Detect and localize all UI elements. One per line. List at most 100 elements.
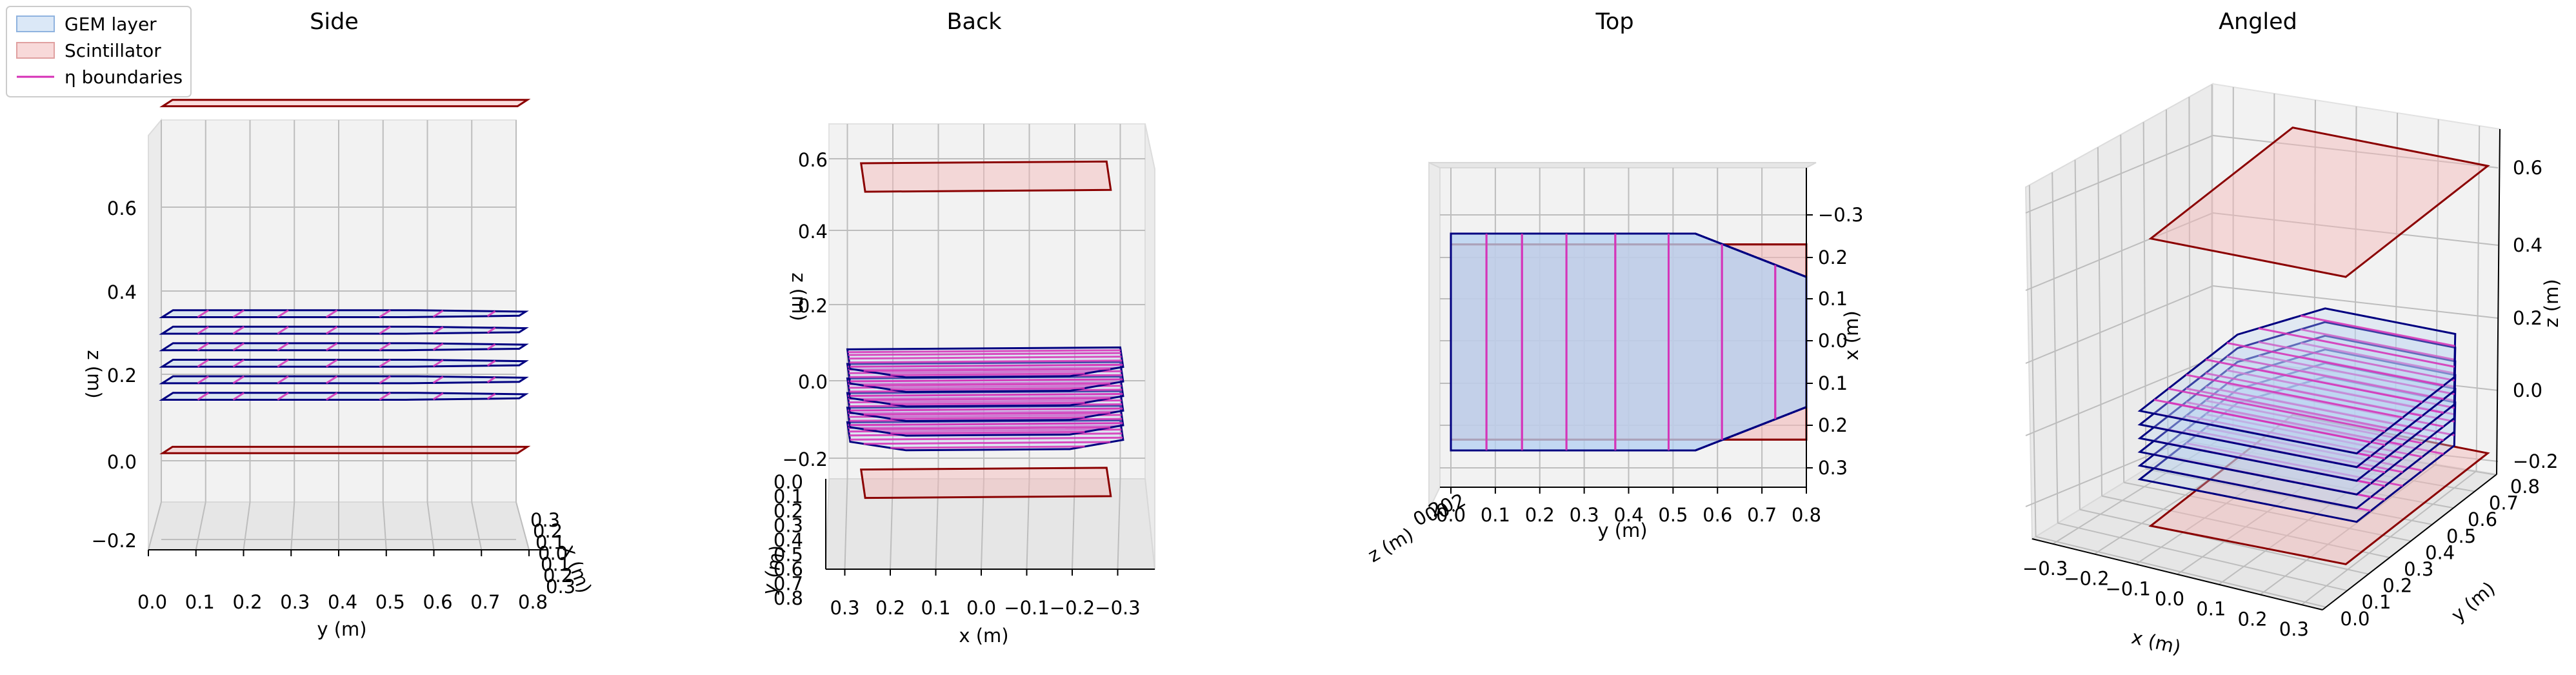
eta-boundary: [2226, 383, 2444, 428]
panel-back: Back 0.3 0.2 0.1 0.0 −0.1 −0.2 −0.3−0.20.00.20…: [758, 9, 1156, 647]
tick-label-angled-y: 0.2: [2382, 575, 2412, 597]
ticks-angled: −0.3−0.2−0.1 0.0 0.1 0.2 0.3 0.00.10.20.30.40…: [2022, 157, 2558, 640]
eta-boundary: [432, 392, 444, 401]
tick-label-angled-x: 0.1: [2196, 598, 2226, 620]
grid-line-angled-floor-y: [2079, 509, 2369, 575]
panel-title-side: Side: [310, 9, 359, 35]
tick-label-angled-z: 0.2: [2513, 307, 2542, 329]
eta-boundary: [848, 381, 1121, 385]
tick-label-back-z: 0.0: [798, 371, 828, 393]
axis-label-angled-vertical: z (m): [2541, 279, 2562, 327]
eta-boundary: [277, 392, 289, 401]
eta-boundary: [850, 422, 1123, 427]
eta-boundary: [2226, 341, 2444, 387]
tick-label-back-z: 0.4: [798, 221, 828, 243]
eta-boundary: [2258, 341, 2455, 382]
eta-boundary: [2205, 358, 2423, 403]
eta-boundary: [486, 392, 496, 400]
eta-boundary: [325, 375, 338, 385]
tick-label-side-y: 0.0: [137, 591, 167, 613]
tick-label-top-y: 0.3: [1570, 504, 1599, 526]
eta-boundary: [379, 375, 391, 385]
tick-label-side-z: 0.4: [107, 281, 137, 303]
tick-label-side-x: 0.2: [543, 565, 573, 587]
tick-label-top-y: 0.8: [1792, 504, 1821, 526]
eta-boundary: [848, 414, 1122, 418]
tick-label-angled-y: 0.8: [2510, 476, 2540, 498]
tick-label-side-x: 0.0: [538, 543, 568, 565]
eta-boundary: [850, 363, 1123, 368]
grid-line-back-floor: [1117, 478, 1121, 570]
eta-boundary: [2205, 399, 2423, 445]
grid-line-angled-side-vertical: [2097, 147, 2103, 496]
grid-line-angled-floor-x: [2301, 470, 2477, 605]
eta-boundary: [2226, 369, 2444, 414]
eta-boundary: [432, 376, 444, 384]
grid-line-angled-floor-y: [2190, 441, 2475, 492]
grid-line-angled-side-vertical: [2120, 134, 2125, 483]
grid-line-angled-side-horizontal: [2025, 428, 2213, 507]
eta-boundary: [325, 309, 338, 318]
eta-boundary: [2186, 442, 2403, 487]
eta-boundary: [197, 326, 210, 335]
tick-label-back-z: −0.2: [783, 448, 828, 470]
gem-layer: [159, 359, 529, 368]
tick-label-back-y: 0.7: [774, 573, 803, 595]
tick-label-back-x: −0.3: [1095, 597, 1140, 619]
eta-boundary: [850, 378, 1123, 383]
tick-label-back-x: 0.2: [875, 597, 905, 619]
tick-label-angled-y: 0.7: [2489, 492, 2519, 514]
grid-line-back-floor: [981, 478, 984, 570]
tick-label-top-x: 0.1: [1818, 288, 1848, 310]
eta-boundary: [890, 445, 1085, 449]
tick-label-side-y: 0.6: [423, 591, 452, 613]
eta-boundary: [379, 326, 391, 335]
eta-boundary: [848, 428, 1122, 433]
tick-label-side-y: 0.8: [518, 591, 548, 613]
eta-boundary: [197, 342, 210, 351]
grid-line-side-floor: [290, 501, 295, 550]
eta-boundary: [277, 342, 289, 351]
eta-boundary: [232, 326, 245, 335]
eta-boundary: [325, 342, 338, 351]
axis-label-back-vertical: z (m): [788, 272, 810, 321]
tick-label-back-y: 0.2: [774, 500, 803, 522]
scintillator-top: [159, 99, 531, 108]
geometry-angled: [2137, 126, 2490, 565]
grid-line-side-floor: [382, 501, 387, 550]
grid-line-angled-back-vertical: [2394, 112, 2399, 458]
grid-line-side-floor: [515, 501, 530, 550]
tick-label-back-x: −0.2: [1050, 597, 1095, 619]
eta-boundary: [2258, 327, 2455, 368]
tick-label-back-z: 0.2: [798, 295, 828, 317]
eta-boundary: [2186, 414, 2403, 459]
tick-label-side-y: 0.5: [375, 591, 405, 613]
gem-layer: [159, 392, 529, 401]
grid-line-angled-back-horizontal: [2212, 212, 2499, 246]
eta-boundary: [848, 349, 1121, 354]
tick-label-back-y: 0.1: [774, 486, 803, 508]
grid-line-angled-side-horizontal: [2025, 212, 2213, 291]
eta-boundary: [2300, 314, 2455, 347]
tick-label-side-y: 0.4: [328, 591, 357, 613]
tick-label-side-y: 0.3: [280, 591, 310, 613]
eta-boundary: [863, 412, 1111, 416]
grid-line-back-floor: [890, 478, 894, 570]
tick-label-back-x: 0.3: [830, 597, 859, 619]
tick-label-angled-y: 0.6: [2468, 509, 2497, 530]
eta-boundary: [197, 309, 210, 318]
gem-layer: [159, 309, 529, 318]
gem-layer: [2137, 307, 2457, 455]
eta-boundary: [432, 343, 444, 351]
tick-label-angled-x: −0.2: [2064, 568, 2109, 590]
eta-boundary: [2186, 387, 2403, 432]
tick-label-top-y: 0.6: [1702, 504, 1732, 526]
eta-boundary: [2168, 387, 2386, 432]
tick-label-side-y: 0.2: [232, 591, 262, 613]
grid-line-angled-floor-y: [2123, 481, 2411, 542]
tick-label-top-y: 0.5: [1658, 504, 1688, 526]
tick-label-top-x: 0.2: [1818, 247, 1848, 268]
tick-label-top-y: 0.2: [1525, 504, 1555, 526]
tick-label-back-y: 0.6: [774, 558, 803, 580]
